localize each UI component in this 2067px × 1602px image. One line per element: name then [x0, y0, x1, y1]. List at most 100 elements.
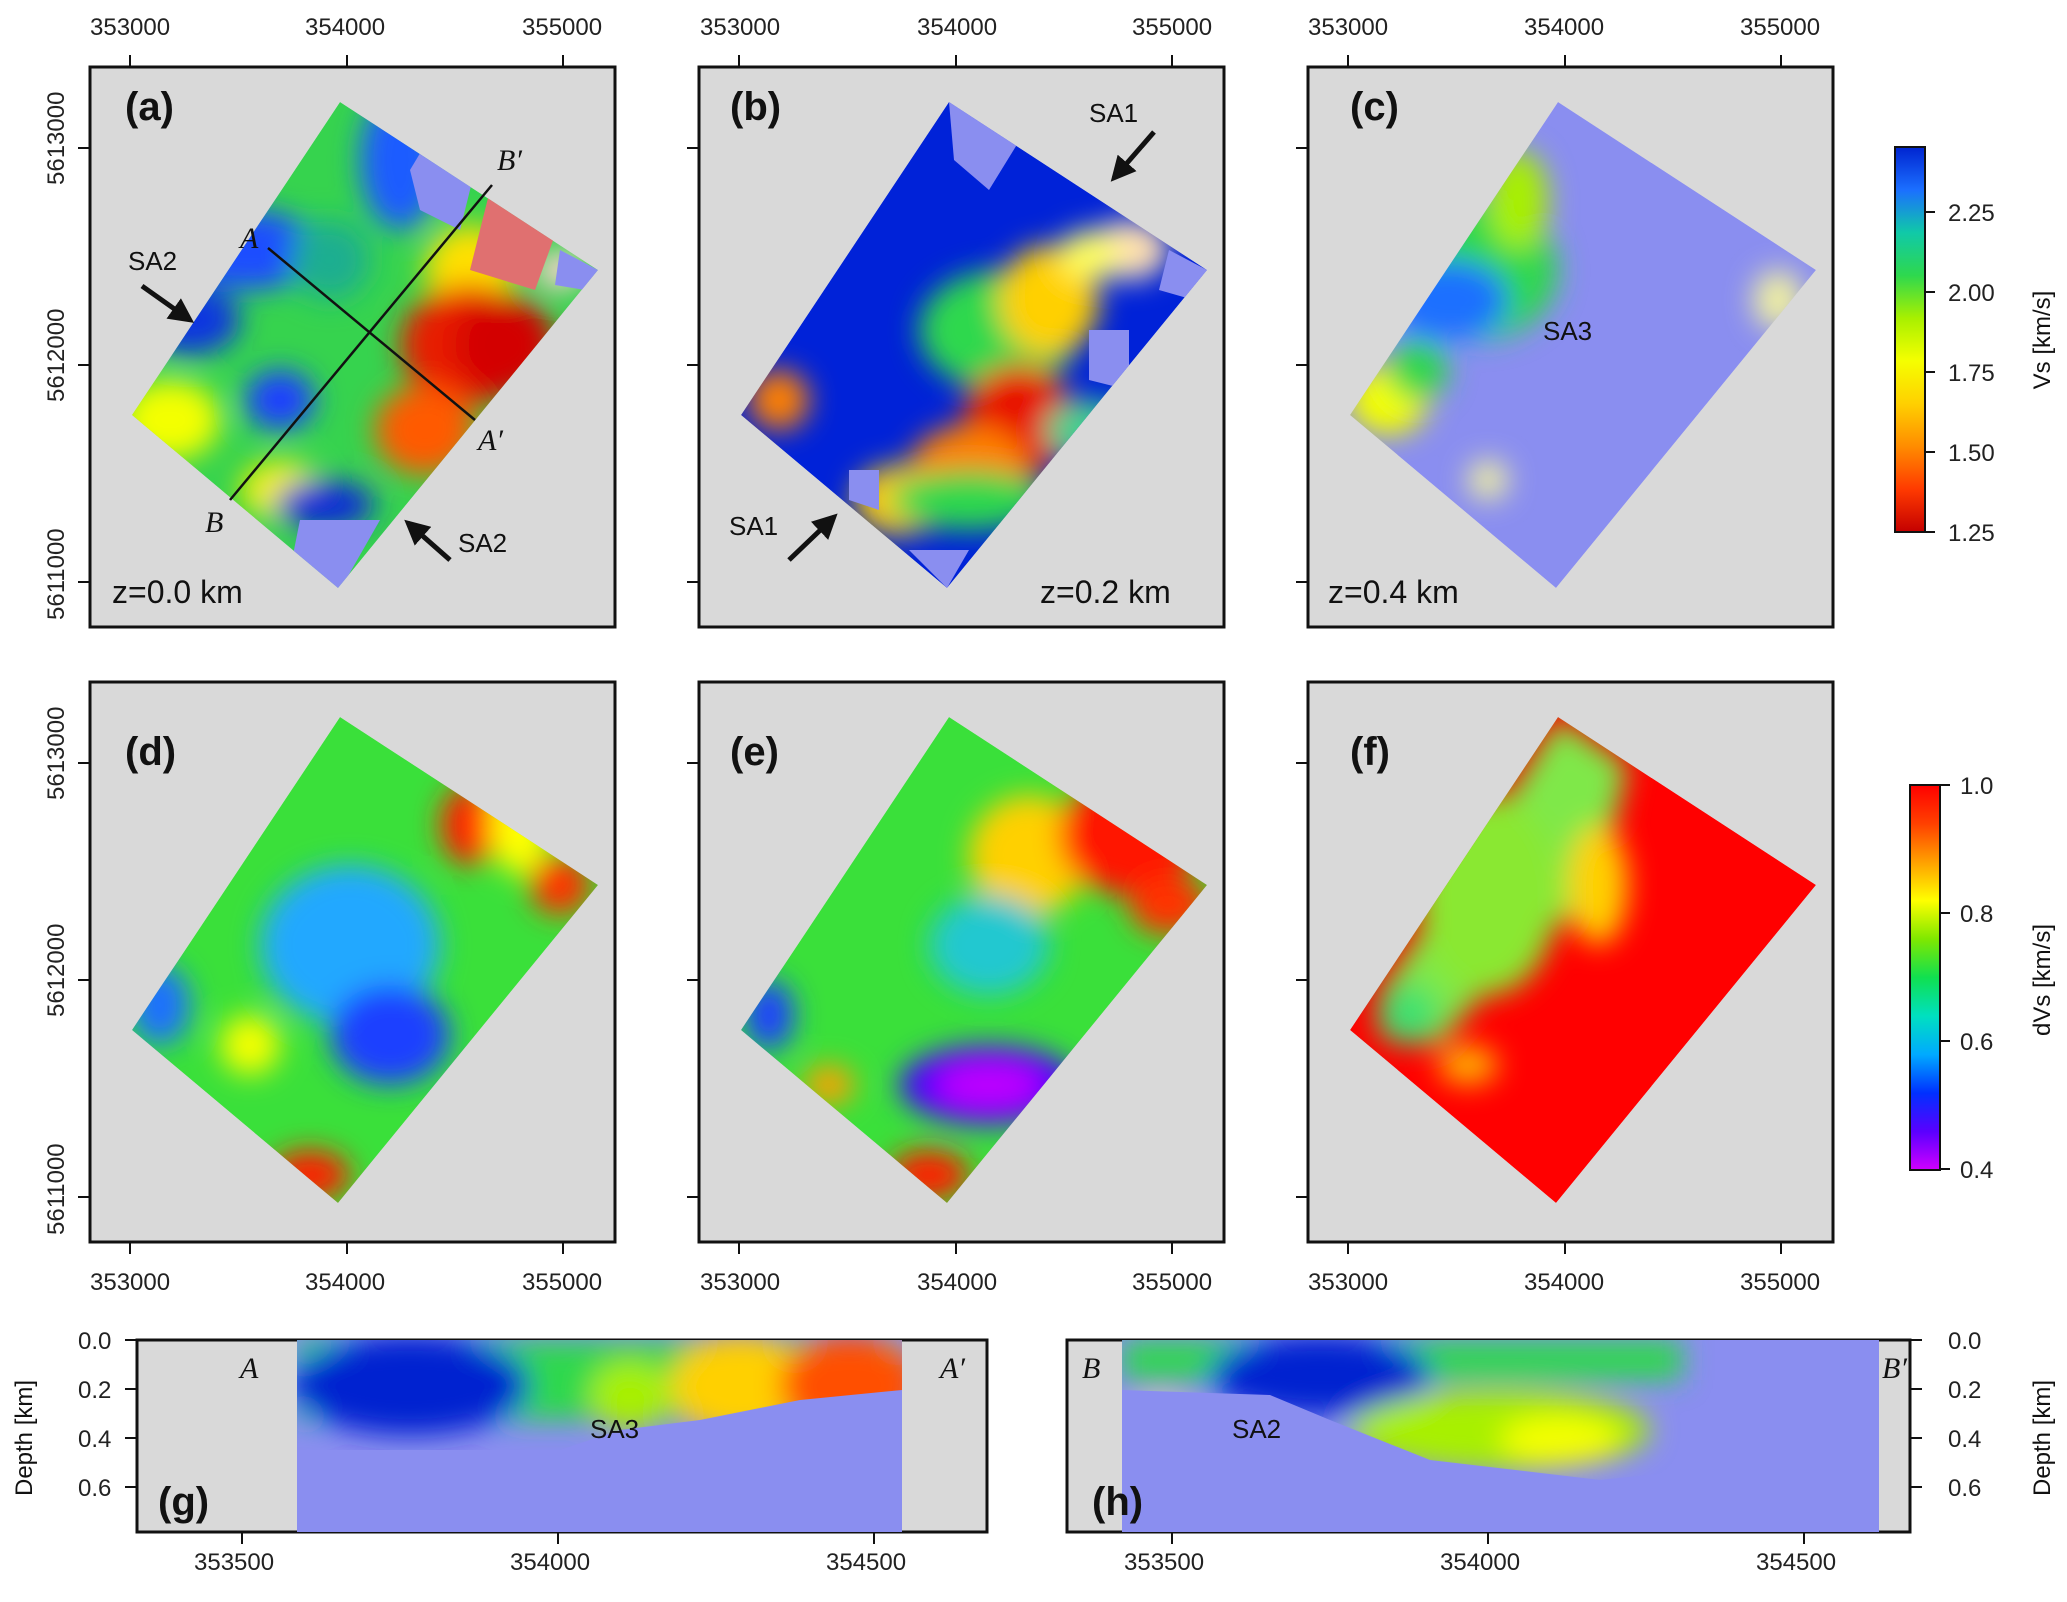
- map-panel-d: [88, 680, 617, 1244]
- tick-x-bot-d-2: 355000: [522, 1269, 602, 1296]
- panel-letter-h: (h): [1092, 1480, 1143, 1524]
- tick-x-bot-f-1: 354000: [1524, 1269, 1604, 1296]
- tick-x-top-a-0: 353000: [90, 14, 170, 41]
- profile-panel-g: (g) A A′ SA3: [135, 1338, 989, 1534]
- tick-x-bot-d-1: 354000: [305, 1269, 385, 1296]
- dvs-tick-2: 0.6: [1960, 1029, 1993, 1056]
- profile-h-ytick-0: 0.0: [1948, 1328, 1981, 1355]
- profile-g-ytick-1: 0.2: [78, 1377, 111, 1404]
- tick-y-top-2: 5611000: [43, 528, 70, 620]
- sa1-arrow-bottom: [787, 513, 838, 562]
- sa1-label-top: SA1: [1089, 98, 1138, 128]
- label-B-prime: B′: [497, 144, 522, 177]
- tick-x-top-c-1: 354000: [1524, 14, 1604, 41]
- panel-letters: (a) (b) (c) (d) (e) (f) z=0.0 km z=0.2 k…: [112, 85, 1459, 774]
- profile-g-ylabel: Depth [km]: [11, 1380, 38, 1496]
- sa1-label-bottom: SA1: [729, 511, 778, 541]
- tick-x-bot-e-2: 355000: [1132, 1269, 1212, 1296]
- profile-h-xtick-1: 354000: [1440, 1549, 1520, 1576]
- dvs-map: [132, 717, 598, 1203]
- tick-x-bot-e-0: 353000: [700, 1269, 780, 1296]
- map-tick-marks: [78, 55, 1782, 1254]
- sa2-label-left: SA2: [128, 246, 177, 276]
- profile-section-g: [297, 1340, 902, 1532]
- profile-h-start: B: [1082, 1352, 1100, 1385]
- tick-y-top-0: 5613000: [43, 92, 70, 185]
- label-A: A: [238, 222, 259, 255]
- depth-label-b: z=0.2 km: [1040, 574, 1171, 610]
- tick-x-top-b-0: 353000: [700, 14, 780, 41]
- panel-letter-g: (g): [158, 1480, 209, 1524]
- profile-g-annotation: SA3: [590, 1414, 639, 1444]
- profile-h-ylabel: Depth [km]: [2029, 1380, 2056, 1496]
- label-B: B: [205, 506, 223, 539]
- tick-y-bot-2: 5611000: [43, 1143, 70, 1235]
- panel-letter-e: (e): [730, 730, 779, 774]
- profile-h-ytick-3: 0.6: [1948, 1475, 1981, 1502]
- profile-h-ytick-1: 0.2: [1948, 1377, 1981, 1404]
- depth-label-a: z=0.0 km: [112, 574, 243, 610]
- colorbar-dvs-gradient: [1909, 784, 1941, 1171]
- profile-g-xtick-0: 353500: [194, 1549, 274, 1576]
- depth-label-c: z=0.4 km: [1328, 574, 1459, 610]
- tick-y-bot-0: 5613000: [43, 707, 70, 800]
- vs-tick-2: 1.75: [1948, 360, 1995, 387]
- profile-g-start: A: [238, 1352, 259, 1385]
- sa1-arrow-top: [1110, 130, 1156, 182]
- sa2-arrow-left: [140, 283, 195, 323]
- tick-x-top-c-2: 355000: [1740, 14, 1820, 41]
- map-x-ticks-bottom: 353000 354000 355000 353000 354000 35500…: [90, 1269, 1820, 1296]
- label-A-prime: A′: [476, 424, 503, 457]
- profile-g-ytick-0: 0.0: [78, 1328, 111, 1355]
- map-panel-b: SA1 SA1: [697, 65, 1226, 629]
- panel-letter-b: (b): [730, 85, 781, 129]
- panel-letter-a: (a): [125, 85, 174, 129]
- profile-h-end: B′: [1882, 1352, 1907, 1385]
- tick-x-bot-f-2: 355000: [1740, 1269, 1820, 1296]
- colorbar-vs: 2.25 2.00 1.75 1.50 1.25 Vs [km/s]: [1894, 146, 2056, 547]
- tick-x-bot-f-0: 353000: [1308, 1269, 1388, 1296]
- dvs-map: [1350, 717, 1816, 1203]
- panel-letter-f: (f): [1350, 730, 1390, 774]
- profile-h-ytick-2: 0.4: [1948, 1426, 1981, 1453]
- map-panel-f: [1306, 680, 1835, 1244]
- colorbar-vs-gradient: [1894, 146, 1926, 533]
- profile-lines: [229, 184, 493, 501]
- profile-g-ytick-2: 0.4: [78, 1426, 111, 1453]
- profile-h-xtick-0: 353500: [1124, 1549, 1204, 1576]
- profile-h-xtick-2: 354500: [1756, 1549, 1836, 1576]
- tick-x-top-c-0: 353000: [1308, 14, 1388, 41]
- profile-panel-h: (h) B B′ SA2: [1065, 1338, 1912, 1534]
- dvs-tick-1: 0.8: [1960, 901, 1993, 928]
- profile-axes: Depth [km] Depth [km] 0.0 0.2 0.4 0.6 0.…: [11, 1328, 2056, 1576]
- profile-section-h: [1122, 1340, 1879, 1532]
- tick-y-top-1: 5612000: [43, 309, 70, 402]
- tick-x-top-b-2: 355000: [1132, 14, 1212, 41]
- profile-g-ytick-3: 0.6: [78, 1475, 111, 1502]
- vs-tick-4: 1.25: [1948, 520, 1995, 547]
- dvs-tick-0: 1.0: [1960, 773, 1993, 800]
- profile-h-annotation: SA2: [1232, 1414, 1281, 1444]
- colorbar-dvs: 1.0 0.8 0.6 0.4 dVs [km/s]: [1909, 773, 2056, 1184]
- profile-g-end: A′: [938, 1352, 965, 1385]
- map-panel-e: [697, 680, 1226, 1244]
- velocity-map: [132, 102, 598, 588]
- vs-tick-3: 1.50: [1948, 440, 1995, 467]
- panel-letter-c: (c): [1350, 85, 1399, 129]
- profile-g-xtick-2: 354500: [826, 1549, 906, 1576]
- sa2-label-right: SA2: [458, 528, 507, 558]
- dvs-colorbar-title: dVs [km/s]: [2029, 924, 2056, 1036]
- vs-tick-0: 2.25: [1948, 200, 1995, 227]
- tick-x-top-a-1: 354000: [305, 14, 385, 41]
- vs-colorbar-title: Vs [km/s]: [2029, 291, 2056, 390]
- sa3-label: SA3: [1543, 316, 1592, 346]
- dvs-tick-3: 0.4: [1960, 1157, 1993, 1184]
- tick-y-bot-1: 5612000: [43, 924, 70, 1017]
- tick-x-bot-e-1: 354000: [917, 1269, 997, 1296]
- vs-tick-1: 2.00: [1948, 280, 1995, 307]
- tick-x-top-b-1: 354000: [917, 14, 997, 41]
- tick-x-bot-d-0: 353000: [90, 1269, 170, 1296]
- map-panel-c: SA3: [1306, 65, 1835, 629]
- map-panel-a: A A′ B B′ SA2 SA2: [88, 65, 617, 629]
